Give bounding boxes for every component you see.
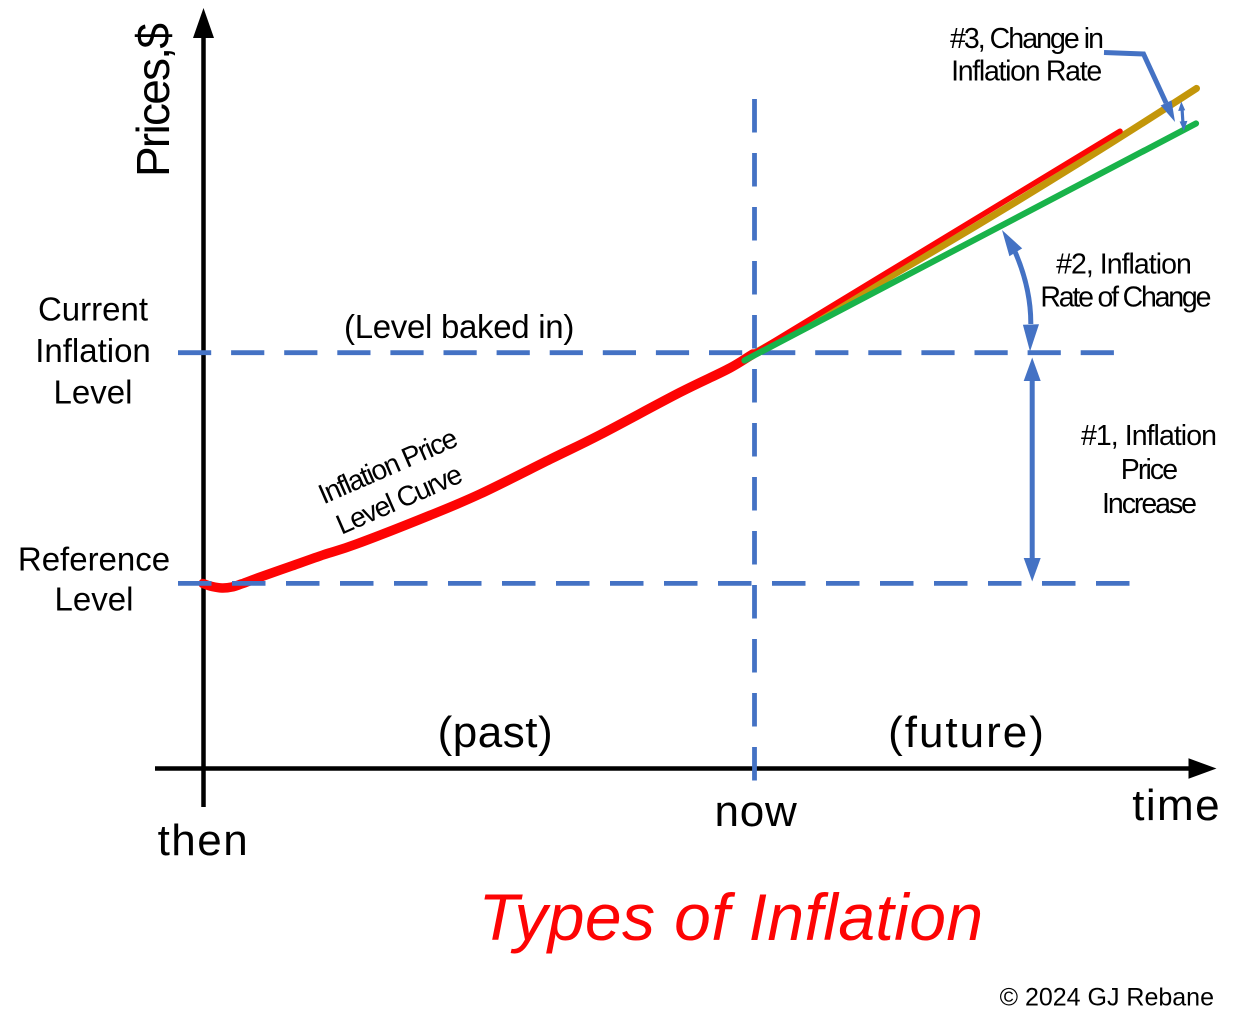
svg-text:Current: Current	[38, 291, 148, 328]
svg-text:© 2024 GJ Rebane: © 2024 GJ Rebane	[1000, 984, 1214, 1012]
svg-text:#1, Inflation: #1, Inflation	[1081, 420, 1216, 452]
svg-text:then: then	[158, 816, 250, 865]
svg-text:Prices,$: Prices,$	[127, 24, 179, 177]
svg-text:Reference: Reference	[18, 541, 170, 578]
svg-text:Price: Price	[1121, 454, 1177, 486]
svg-text:(past): (past)	[438, 708, 553, 757]
svg-text:Inflation: Inflation	[35, 332, 151, 369]
svg-text:Increase: Increase	[1102, 488, 1196, 520]
svg-text:Rate of Change: Rate of Change	[1040, 282, 1210, 314]
svg-text:time: time	[1132, 781, 1221, 830]
svg-text:#3, Change in: #3, Change in	[950, 23, 1102, 55]
svg-text:Types of Inflation: Types of Inflation	[479, 880, 984, 954]
svg-text:Level: Level	[55, 581, 134, 618]
svg-text:Inflation Rate: Inflation Rate	[951, 56, 1101, 88]
svg-text:Level: Level	[54, 374, 133, 411]
svg-text:now: now	[714, 787, 797, 836]
svg-text:(future): (future)	[888, 708, 1046, 757]
svg-text:(Level baked in): (Level baked in)	[344, 308, 574, 345]
svg-text:#2, Inflation: #2, Inflation	[1056, 249, 1191, 281]
